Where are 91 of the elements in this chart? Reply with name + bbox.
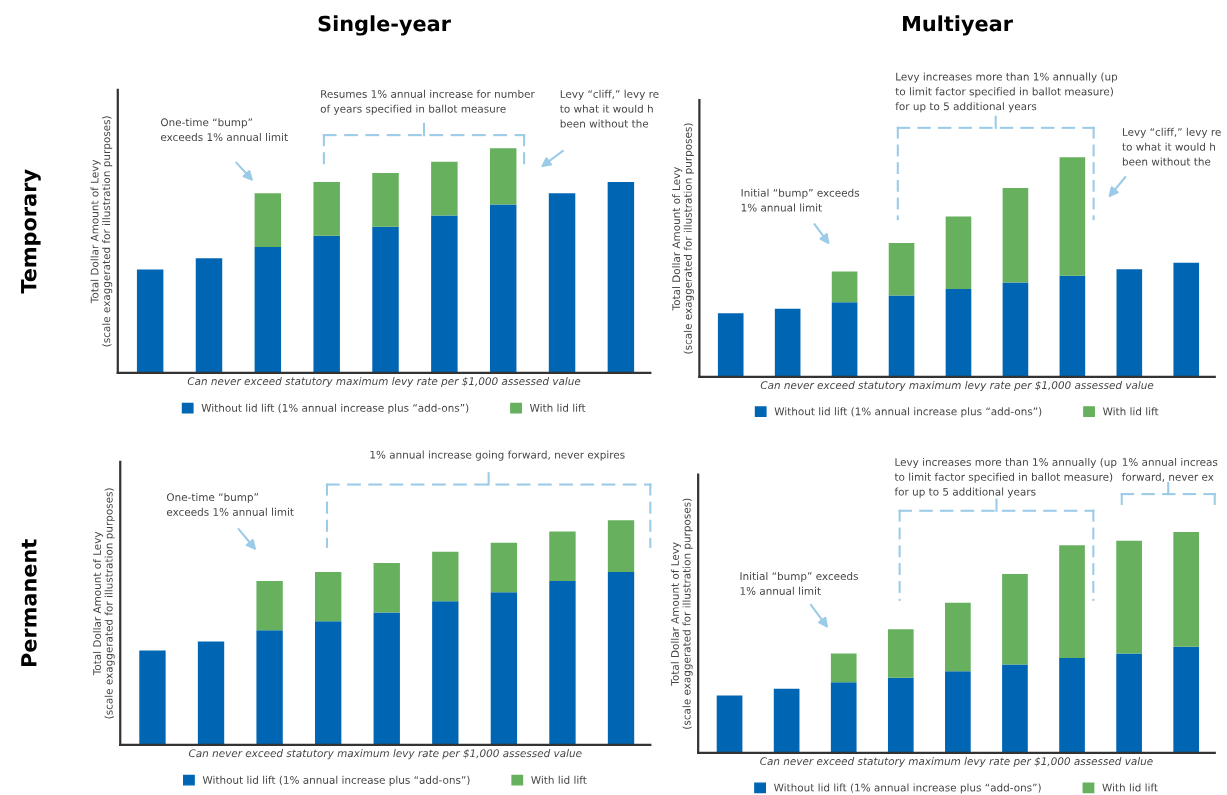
legend-label: Without lid lift (1% annual increase plus “add-ons”) bbox=[773, 783, 1041, 794]
legend-label: Without lid lift (1% annual increase plus “add-ons”) bbox=[202, 775, 470, 786]
legend-label: Without lid lift (1% annual increase plus “add-ons”) bbox=[774, 407, 1042, 418]
legend-label: With lid lift bbox=[1102, 407, 1159, 416]
bar bbox=[607, 571, 635, 745]
bar bbox=[1002, 664, 1028, 753]
bar bbox=[1116, 540, 1142, 654]
bar bbox=[888, 295, 915, 377]
bar bbox=[313, 181, 340, 236]
bar bbox=[1002, 282, 1029, 377]
bar bbox=[431, 215, 458, 373]
y-axis-title: Total Dollar Amount of Levy (scale exaggerated for illustration purposes) bbox=[92, 488, 115, 719]
y-axis-title: Total Dollar Amount of Levy (scale exaggerated for illustration purposes) bbox=[90, 116, 113, 347]
bar bbox=[717, 313, 744, 377]
chart-title: Multiyear bbox=[903, 15, 1013, 36]
text: Levy increases more than 1% annually (up to limit factor specified in ballot measure) for up to 5 additional years bbox=[894, 457, 1117, 498]
bar bbox=[831, 271, 858, 303]
bar bbox=[372, 226, 399, 373]
annotation: Initial “bump” exceeds 1% annual limit bbox=[740, 572, 858, 595]
bar bbox=[945, 216, 972, 289]
bar bbox=[1059, 545, 1085, 658]
annotation: Initial “bump” exceeds 1% annual limit bbox=[741, 188, 860, 212]
bar bbox=[945, 289, 972, 377]
bar bbox=[314, 621, 342, 745]
bar bbox=[373, 612, 400, 745]
text: One-time “bump” exceeds 1% annual limit bbox=[160, 118, 288, 142]
bar bbox=[548, 193, 576, 373]
bar bbox=[431, 161, 458, 216]
bar bbox=[831, 302, 858, 377]
bar bbox=[313, 235, 340, 373]
bar bbox=[607, 520, 635, 572]
text: 1% annual increas forward, never ex bbox=[1121, 457, 1218, 482]
bar bbox=[945, 602, 971, 672]
bar bbox=[314, 571, 342, 622]
x-axis-title: Can never exceed statutory maximum levy rate per $1,000 assessed value bbox=[760, 381, 1154, 392]
bar bbox=[716, 695, 743, 753]
bar bbox=[1002, 188, 1029, 283]
bar bbox=[1059, 157, 1086, 276]
x-axis-title: Can never exceed statutory maximum levy rate per $1,000 assessed value bbox=[760, 757, 1153, 768]
bar bbox=[1059, 657, 1085, 753]
bar bbox=[549, 580, 576, 745]
bar bbox=[1116, 653, 1142, 753]
bar bbox=[1116, 269, 1143, 377]
bar bbox=[888, 242, 915, 296]
bar bbox=[1173, 532, 1200, 647]
text: One-time “bump” exceeds 1% annual limit bbox=[166, 493, 294, 516]
bar bbox=[254, 193, 282, 248]
bar bbox=[830, 682, 857, 753]
bar bbox=[432, 601, 459, 745]
bar bbox=[830, 653, 857, 683]
bar bbox=[887, 629, 914, 678]
text: Temporary bbox=[21, 169, 41, 294]
legend-label: With lid lift bbox=[529, 403, 586, 412]
bar bbox=[432, 551, 459, 602]
bar bbox=[136, 269, 164, 373]
bar bbox=[490, 592, 518, 745]
bar bbox=[254, 247, 282, 373]
bar bbox=[256, 630, 283, 745]
text: Permanent bbox=[21, 539, 37, 667]
bar bbox=[607, 181, 635, 373]
x-axis-title: Can never exceed statutory maximum levy rate per $1,000 assessed value bbox=[187, 377, 581, 388]
bar bbox=[489, 148, 517, 205]
bar bbox=[773, 688, 800, 753]
legend-label: With lid lift bbox=[1102, 783, 1158, 792]
chart-title: Single-year bbox=[318, 15, 451, 36]
text: Resumes 1% annual increase for number of years specified in ballot measure bbox=[320, 89, 535, 115]
annotation: Levy “cliff,” levy re to what it would h been without the bbox=[1122, 127, 1221, 166]
text: 1% annual increase going forward, never expires bbox=[370, 450, 625, 461]
legend-label: Without lid lift (1% annual increase plus “add-ons”) bbox=[201, 403, 469, 414]
bar bbox=[887, 677, 914, 753]
bar bbox=[1173, 262, 1200, 377]
bar bbox=[489, 204, 517, 373]
legend-label: With lid lift bbox=[531, 775, 587, 784]
bar bbox=[490, 542, 518, 593]
bar bbox=[139, 650, 166, 745]
bar bbox=[256, 580, 283, 631]
bar bbox=[549, 531, 576, 581]
bar bbox=[372, 172, 399, 227]
bar bbox=[1173, 646, 1200, 753]
bar bbox=[197, 641, 225, 745]
y-axis-title: Total Dollar Amount of Levy (scale exaggerated for illustration purposes) bbox=[672, 123, 694, 354]
bar bbox=[195, 258, 223, 373]
bar bbox=[774, 308, 801, 377]
y-axis-title: Total Dollar Amount of Levy (scale exaggerated for illustration purposes) bbox=[670, 498, 693, 729]
bar bbox=[373, 562, 400, 613]
bar bbox=[1059, 275, 1086, 377]
bar bbox=[1002, 573, 1028, 665]
x-axis-title: Can never exceed statutory maximum levy rate per $1,000 assessed value bbox=[188, 749, 582, 760]
text: Levy increases more than 1% annually (up to limit factor specified in ballot measure) for up to 5 additional years bbox=[895, 72, 1118, 113]
text: Levy “cliff,” levy re to what it would h been without the bbox=[560, 89, 659, 128]
bar bbox=[945, 671, 971, 753]
